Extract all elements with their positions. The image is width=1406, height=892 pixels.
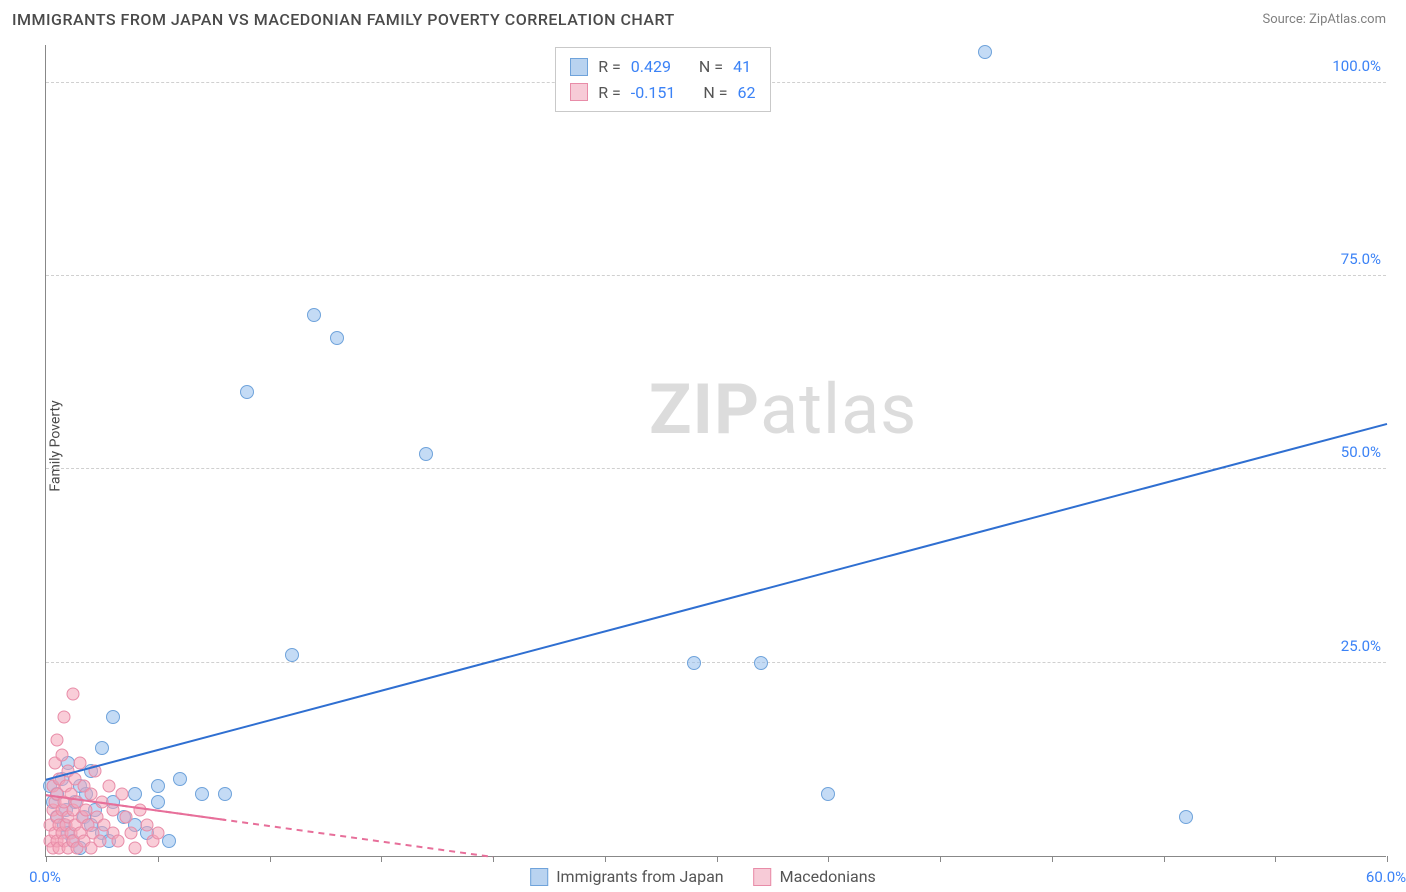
stat-r-label: R = <box>598 54 621 80</box>
scatter-point <box>218 787 232 801</box>
scatter-point <box>419 447 433 461</box>
chart-header: IMMIGRANTS FROM JAPAN VS MACEDONIAN FAMI… <box>0 0 1406 37</box>
x-tick <box>1387 856 1388 862</box>
stat-n-label: N = <box>703 80 727 106</box>
scatter-point <box>129 842 142 855</box>
stat-n-label: N = <box>699 54 723 80</box>
legend-item: Immigrants from Japan <box>530 867 723 886</box>
legend-item: Macedonians <box>754 867 876 886</box>
scatter-point <box>821 787 835 801</box>
scatter-point <box>754 656 768 670</box>
y-tick-label: 25.0% <box>1341 637 1381 655</box>
scatter-point <box>162 834 176 848</box>
stat-r-value: -0.151 <box>631 80 676 106</box>
x-tick-label: 0.0% <box>29 868 61 886</box>
legend-swatch <box>570 83 588 101</box>
scatter-point <box>106 710 120 724</box>
scatter-point <box>128 787 142 801</box>
scatter-point <box>1179 810 1193 824</box>
scatter-point <box>73 757 86 770</box>
legend-swatch <box>570 58 588 76</box>
stat-r-value: 0.429 <box>631 54 671 80</box>
x-tick <box>158 856 159 862</box>
stat-n-value: 62 <box>738 80 756 106</box>
chart-source: Source: ZipAtlas.com <box>1262 12 1386 27</box>
x-tick-label: 60.0% <box>1366 868 1406 886</box>
x-tick <box>1275 856 1276 862</box>
scatter-point <box>240 385 254 399</box>
x-tick <box>46 856 47 862</box>
y-tick-label: 50.0% <box>1341 443 1381 461</box>
scatter-point <box>687 656 701 670</box>
scatter-point <box>102 780 115 793</box>
scatter-point <box>120 811 133 824</box>
y-tick-label: 100.0% <box>1332 57 1381 75</box>
y-tick-label: 75.0% <box>1341 250 1381 268</box>
scatter-point <box>151 779 165 793</box>
scatter-point <box>285 648 299 662</box>
legend-label: Immigrants from Japan <box>556 867 723 886</box>
scatter-point <box>107 803 120 816</box>
x-tick <box>1164 856 1165 862</box>
stats-legend: R = 0.429 N = 41R = -0.151 N = 62 <box>555 47 770 112</box>
scatter-point <box>133 803 146 816</box>
x-tick <box>717 856 718 862</box>
stat-n-value: 41 <box>733 54 751 80</box>
gridline <box>46 275 1386 276</box>
scatter-point <box>57 710 70 723</box>
stats-legend-row: R = 0.429 N = 41 <box>570 54 755 80</box>
chart-title: IMMIGRANTS FROM JAPAN VS MACEDONIAN FAMI… <box>12 10 675 29</box>
x-tick <box>1052 856 1053 862</box>
scatter-point <box>151 826 164 839</box>
chart-plot-area: ZIPatlas R = 0.429 N = 41R = -0.151 N = … <box>45 45 1386 857</box>
x-tick <box>940 856 941 862</box>
scatter-point <box>93 834 106 847</box>
scatter-point <box>111 834 124 847</box>
scatter-point <box>195 787 209 801</box>
scatter-point <box>51 734 64 747</box>
scatter-point <box>89 764 102 777</box>
scatter-point <box>151 795 165 809</box>
scatter-point <box>55 749 68 762</box>
x-tick <box>381 856 382 862</box>
scatter-point <box>978 45 992 59</box>
scatter-point <box>66 687 79 700</box>
scatter-point <box>307 308 321 322</box>
legend-swatch <box>530 868 548 886</box>
gridline <box>46 468 1386 469</box>
stat-r-label: R = <box>598 80 621 106</box>
x-tick <box>270 856 271 862</box>
x-tick <box>828 856 829 862</box>
x-tick <box>493 856 494 862</box>
scatter-point <box>95 741 109 755</box>
bottom-legend: Immigrants from Japan Macedonians <box>530 867 876 886</box>
scatter-point <box>124 826 137 839</box>
scatter-point <box>115 788 128 801</box>
legend-label: Macedonians <box>780 867 876 886</box>
gridline <box>46 662 1386 663</box>
scatter-point <box>330 331 344 345</box>
x-tick <box>605 856 606 862</box>
scatter-point <box>173 772 187 786</box>
stats-legend-row: R = -0.151 N = 62 <box>570 80 755 106</box>
legend-swatch <box>754 868 772 886</box>
